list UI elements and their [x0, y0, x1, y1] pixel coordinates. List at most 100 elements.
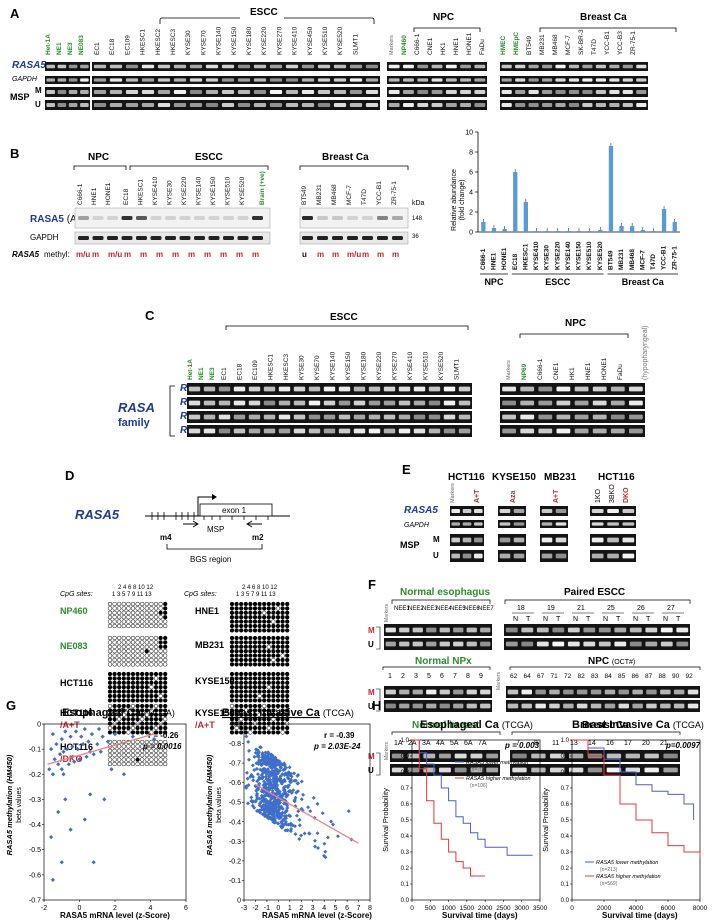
panel-label-c: C	[145, 308, 155, 323]
a-lane-escc: KYSE410	[292, 26, 299, 55]
d-dot-hne1	[239, 610, 244, 615]
d-dot-kyse150-at	[275, 703, 281, 709]
g-scatter-point	[336, 834, 340, 839]
c-gel-escc-0-band	[398, 386, 411, 392]
b-lane-breast: BT549	[301, 185, 308, 205]
d-dot-hct116-at	[153, 730, 159, 735]
b-lane-breast: MB468	[331, 184, 338, 205]
h-ytick-label: 1.0	[401, 738, 410, 744]
d-dot-mb231	[257, 635, 262, 641]
d-dot-kyse150	[252, 680, 258, 685]
e-hct116-2: HCT116	[598, 472, 635, 483]
c-gel-escc-1-band	[203, 400, 216, 406]
c-gel-escc-3-band	[203, 428, 216, 434]
g-scatter-point	[299, 797, 304, 802]
d-dot-hct116	[126, 698, 131, 703]
b-chart-ytick-label: 10	[465, 130, 473, 137]
a-lane-escc: KYSE180	[246, 26, 253, 55]
d-dot-hne1	[285, 606, 290, 611]
d-dot-np460	[140, 623, 145, 629]
d-dot-ne083	[135, 635, 140, 641]
g-scatter-point	[91, 752, 96, 757]
d-dot-hct116	[140, 680, 145, 685]
d-dot-hne1	[234, 601, 239, 607]
b-band-gapdh	[223, 236, 234, 240]
d-dot-hct116-dko	[153, 744, 159, 749]
a-gel-breast-0-band	[501, 64, 512, 69]
b-chart-xtick-label: T47D	[650, 254, 657, 270]
g-ytick-label: -0.7	[229, 761, 241, 768]
d-dot-hct116-at	[117, 730, 122, 735]
d-dot-hne1	[271, 628, 276, 633]
e-kyse150: KYSE150	[492, 472, 536, 483]
a-gel-breast-0-band	[636, 64, 647, 69]
d-dot-hct116-at	[126, 730, 131, 735]
h-km-series-higher	[412, 739, 486, 877]
d-dot-kyse150-at	[275, 717, 281, 722]
g-scatter-point	[84, 754, 89, 759]
b-methyl-status: m	[236, 250, 243, 259]
d-dot-np460	[112, 606, 117, 611]
d-dot-hct116	[107, 693, 113, 699]
d-dot-hct116-dko	[149, 761, 154, 767]
g-scatter-point	[52, 757, 57, 762]
a-lane-escc: KYSE140	[216, 26, 223, 55]
d-hct116-at-1: HCT116	[60, 708, 93, 718]
d-dot-np460	[117, 606, 122, 611]
d-dot-ne083	[158, 662, 163, 667]
g-ytick-label: -0.8	[229, 741, 241, 748]
d-dot-hct116-at	[112, 703, 117, 709]
a-gel-escc-2-band	[173, 90, 187, 94]
g-scatter-point	[297, 837, 302, 841]
c-gel-npc-1-band	[592, 400, 607, 406]
g-scatter-point	[244, 734, 249, 739]
g-scatter-point	[306, 805, 311, 810]
d-dot-hne1	[275, 610, 281, 615]
g-scatter-point	[246, 739, 251, 744]
d-dot-ne083	[126, 662, 131, 667]
f-n-label: N	[633, 616, 638, 623]
d-dot-mb231	[239, 657, 244, 663]
e-gel-hct116ko-3-band	[607, 553, 619, 559]
d-dot-hct116-dko	[117, 744, 122, 749]
g-trendline	[47, 733, 155, 765]
f-gel-nb-m-band	[407, 753, 420, 759]
a-lane-breast: MB468	[552, 34, 559, 55]
d-dot-mb231	[257, 657, 262, 663]
h-breast-title: Breast Invasive Ca (TCGA)	[572, 719, 704, 731]
g-scatter-point	[329, 819, 334, 824]
d-dot-np460	[158, 623, 163, 629]
c-gel-escc-3-band	[218, 428, 231, 434]
d-dot-hct116	[163, 685, 168, 690]
g-scatter-point	[56, 809, 61, 815]
d-dot-kyse150-at	[266, 717, 271, 722]
d-dot-kyse150	[257, 676, 262, 681]
d-bgs-left: 2 4 6 8 10 12 CpG sites: 1 3 5 7 9 11 13…	[60, 585, 154, 764]
b-chart-xtick-label: KYSE150	[576, 241, 583, 270]
f-gel-nb-m-band	[439, 753, 451, 759]
d-dot-np460	[126, 601, 131, 607]
d-dot-ne083	[144, 635, 149, 641]
e-gel-hct116-3-band	[462, 553, 472, 559]
a-gel-breast-0-band	[622, 64, 633, 69]
f-npc-lane: 86	[632, 673, 640, 680]
f-n-label: N	[543, 616, 548, 623]
b-chart-ytick-label: 2	[469, 210, 473, 217]
g-xtick-label: 1	[288, 905, 292, 912]
c-lane-escc: EC18	[237, 363, 244, 380]
panel-label-b: B	[10, 146, 19, 161]
c-lane-escc: KYSE70	[314, 355, 321, 380]
a-gel-escc-2-band	[93, 90, 107, 94]
d-dot-mb231	[266, 653, 271, 658]
a-gel-escc-3-band	[317, 103, 331, 107]
f-gel-ne-m-band	[399, 627, 410, 633]
d-dot-hne1	[280, 610, 285, 615]
d-dot-hct116-at	[158, 725, 163, 731]
a-gel-escc-0-band	[349, 64, 363, 69]
d-dot-kyse150-at	[229, 708, 235, 713]
a-gel-breast-1-band	[515, 78, 526, 82]
d-dot-hne1	[266, 619, 271, 624]
h-ytick-label: 0.0	[561, 898, 570, 904]
a-gel-npc-2-band	[474, 90, 486, 94]
b-lane-labels: C666-1 HNE1 HONE1 EC18 HKESC1 KYSE410 KYSE30 KY…	[77, 171, 398, 205]
